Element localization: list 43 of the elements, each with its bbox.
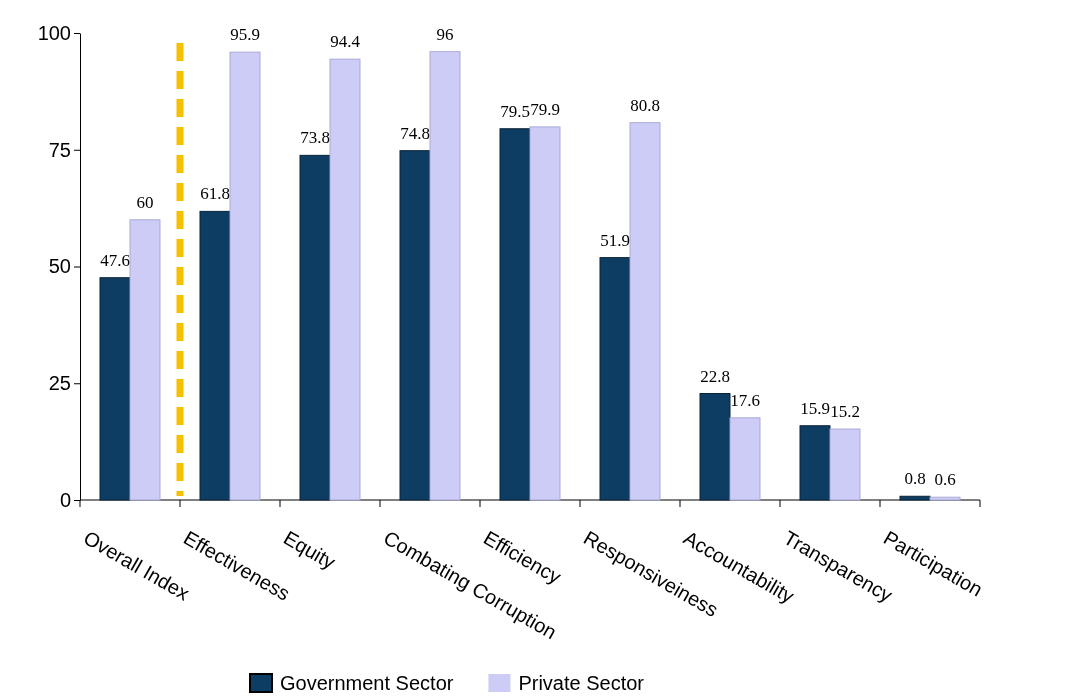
data-label: 94.4 <box>330 32 361 52</box>
data-label: 15.9 <box>800 398 830 418</box>
bar <box>829 428 861 501</box>
y-tick-label: 50 <box>48 255 71 278</box>
data-label: 61.8 <box>200 184 230 204</box>
y-tick-label: 25 <box>48 372 71 395</box>
y-tick-label: 75 <box>48 138 71 161</box>
bar <box>899 495 931 501</box>
bar <box>799 425 831 501</box>
data-label: 74.8 <box>400 123 430 143</box>
bar <box>129 219 161 501</box>
bar <box>229 51 261 501</box>
bar <box>599 257 631 501</box>
y-tick-label: 0 <box>59 488 71 511</box>
bar <box>929 496 961 501</box>
data-label: 22.8 <box>700 366 730 386</box>
bar <box>429 51 461 501</box>
data-label: 96 <box>436 24 454 44</box>
data-label: 51.9 <box>600 230 630 250</box>
bar <box>699 393 731 501</box>
data-label: 60 <box>136 192 154 212</box>
bar <box>529 126 561 501</box>
bar <box>99 277 131 501</box>
data-label: 15.2 <box>830 402 860 422</box>
bar <box>499 128 531 501</box>
bar <box>329 58 361 501</box>
data-label: 95.9 <box>230 25 260 45</box>
legend-label: Government Sector <box>280 672 454 694</box>
data-label: 47.6 <box>100 250 130 270</box>
data-label: 17.6 <box>730 390 760 410</box>
bar <box>299 154 331 501</box>
data-label: 80.8 <box>630 95 660 115</box>
legend-label: Private Sector <box>518 672 645 694</box>
bar <box>629 122 661 501</box>
data-label: 0.6 <box>934 470 956 490</box>
data-label: 73.8 <box>300 128 330 148</box>
data-label: 79.9 <box>530 99 560 119</box>
bar <box>399 150 431 501</box>
y-tick-label: 100 <box>37 21 71 44</box>
data-label: 0.8 <box>904 469 926 489</box>
data-label: 79.5 <box>500 101 530 121</box>
bar <box>729 417 761 501</box>
bar <box>199 210 231 501</box>
